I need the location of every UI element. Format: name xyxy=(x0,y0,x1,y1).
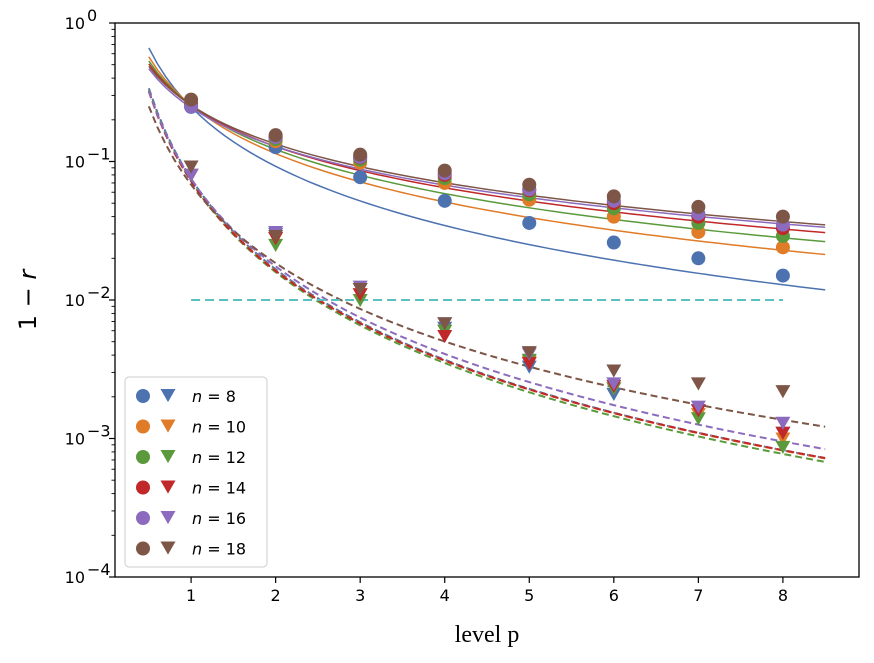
x-tick-label: 6 xyxy=(609,586,619,605)
triangle-point-n12 xyxy=(775,440,791,455)
triangle-point-n18 xyxy=(606,364,622,378)
y-tick-label: 10 xyxy=(65,153,85,172)
x-tick-label: 4 xyxy=(440,586,450,605)
fit-line-circles-n10 xyxy=(148,56,826,256)
circle-point-n8 xyxy=(437,193,452,208)
legend-triangle-n10 xyxy=(160,419,176,433)
legend-circle-n16 xyxy=(136,511,150,525)
legend-label-n12: n = 12 xyxy=(192,448,246,467)
fit-line-triangles-n12 xyxy=(147,90,826,463)
circle-point-n18 xyxy=(437,163,452,178)
triangle-point-n16 xyxy=(775,416,791,430)
y-axis-label-prefix: 1 − xyxy=(14,280,42,331)
y-tick-label: 10 xyxy=(65,430,85,449)
circle-point-n10 xyxy=(775,240,790,255)
legend-label-n18: n = 18 xyxy=(192,540,246,559)
legend: n = 8 n = 10 n = 12 n = 14 n = 16 n = 18 xyxy=(124,376,268,568)
legend-circle-n12 xyxy=(136,450,150,464)
triangle-point-n18 xyxy=(352,283,368,297)
legend-triangle-n18 xyxy=(160,541,176,555)
circle-point-n18 xyxy=(775,209,790,224)
y-axis-label-var: r xyxy=(14,268,42,280)
markers xyxy=(183,92,791,455)
legend-circle-n14 xyxy=(136,480,150,495)
legend-label-n14: n = 14 xyxy=(192,479,246,498)
x-tick-label: 7 xyxy=(693,586,703,605)
y-tick-label: 10 xyxy=(65,14,85,33)
triangle-point-n18 xyxy=(775,385,791,399)
legend-circle-n8 xyxy=(136,389,150,403)
triangle-point-n18 xyxy=(521,346,537,360)
y-tick-label-exponent: −2 xyxy=(87,283,111,302)
y-tick-label-exponent: 0 xyxy=(87,6,97,25)
y-tick-label-exponent: −1 xyxy=(87,145,111,164)
legend-triangle-n12 xyxy=(160,450,176,464)
legend-triangle-n8 xyxy=(160,389,176,403)
triangle-point-n16 xyxy=(606,377,622,391)
circle-point-n18 xyxy=(353,147,368,162)
y-tick-label: 10 xyxy=(65,291,85,310)
circle-point-n18 xyxy=(184,92,199,107)
fit-line-triangles-n16 xyxy=(147,90,826,451)
legend-circle-n18 xyxy=(136,541,150,556)
triangle-point-n14 xyxy=(521,357,537,371)
circle-point-n8 xyxy=(691,251,706,266)
fit-line-triangles-n18 xyxy=(147,105,826,428)
legend-label-n10: n = 10 xyxy=(192,418,246,437)
y-tick-label-exponent: −3 xyxy=(87,422,111,441)
fit-line-circles-n18 xyxy=(148,65,826,226)
circle-point-n18 xyxy=(522,177,537,192)
triangle-point-n16 xyxy=(183,168,199,183)
triangle-point-n14 xyxy=(775,426,791,440)
legend-label-n16: n = 16 xyxy=(192,509,246,528)
x-tick-label: 2 xyxy=(271,586,281,605)
triangle-point-n16 xyxy=(690,400,706,414)
circle-point-n18 xyxy=(268,128,283,143)
fit-line-triangles-n14 xyxy=(147,91,826,460)
x-axis-label: level p xyxy=(455,622,520,648)
triangle-point-n18 xyxy=(690,377,706,391)
triangle-point-n14 xyxy=(437,329,453,344)
x-tick-label: 3 xyxy=(355,586,365,605)
circle-point-n18 xyxy=(691,199,706,214)
fit-lines xyxy=(147,47,826,463)
y-axis-label: 1 − r xyxy=(14,268,42,331)
legend-triangle-n14 xyxy=(160,480,176,494)
circle-point-n8 xyxy=(353,170,368,185)
circle-point-n8 xyxy=(606,235,621,250)
circle-point-n8 xyxy=(522,215,537,230)
fit-line-circles-n8 xyxy=(148,47,826,291)
legend-circle-n10 xyxy=(136,419,150,434)
x-tick-label: 1 xyxy=(186,586,196,605)
legend-label-n8: n = 8 xyxy=(192,387,236,406)
legend-triangle-n16 xyxy=(160,511,176,525)
y-tick-label: 10 xyxy=(65,568,85,587)
legend-frame xyxy=(124,376,268,568)
triangle-point-n18 xyxy=(437,317,453,331)
circle-point-n8 xyxy=(775,268,790,283)
circle-point-n18 xyxy=(606,189,621,204)
x-tick-label: 8 xyxy=(778,586,788,605)
triangle-point-n18 xyxy=(268,229,284,244)
x-axis: 1 2 3 4 5 6 7 8 xyxy=(186,577,788,605)
triangle-point-n18 xyxy=(183,160,199,174)
y-tick-label-exponent: −4 xyxy=(87,560,111,579)
x-tick-label: 5 xyxy=(524,586,534,605)
triangle-point-n12 xyxy=(690,412,706,426)
fit-line-circles-n16 xyxy=(148,68,826,229)
fit-line-circles-n12 xyxy=(148,60,826,243)
triangle-point-n12 xyxy=(268,238,284,253)
